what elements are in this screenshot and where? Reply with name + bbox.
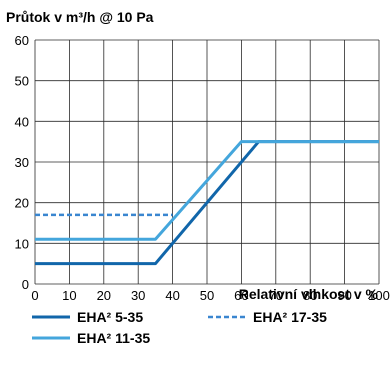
x-tick-label: 20 [97,288,111,303]
chart-title: Průtok v m³/h @ 10 Pa [6,9,154,25]
y-tick-label: 0 [22,277,29,292]
x-tick-label: 40 [165,288,179,303]
y-axis-ticks: 0 10 20 30 40 50 60 [15,33,29,292]
legend-label-2: EHA² 17-35 [253,309,327,325]
y-tick-label: 60 [15,33,29,48]
x-tick-label: 60 [234,288,248,303]
y-tick-label: 10 [15,236,29,251]
legend: EHA² 5-35 EHA² 11-35 EHA² 17-35 [32,309,327,346]
y-tick-label: 40 [15,114,29,129]
x-tick-label: 70 [269,288,283,303]
series-lines [35,140,379,266]
x-tick-label: 80 [303,288,317,303]
y-tick-label: 20 [15,196,29,211]
y-tick-label: 50 [15,74,29,89]
x-tick-label: 0 [31,288,38,303]
x-tick-label: 90 [337,288,351,303]
x-axis-label: Relativní vlhkost v % [239,286,379,302]
x-tick-label: 30 [131,288,145,303]
legend-label-0: EHA² 5-35 [77,309,143,325]
series-line-1 [35,140,379,241]
y-tick-label: 30 [15,155,29,170]
x-tick-label: 10 [62,288,76,303]
x-tick-label: 50 [200,288,214,303]
x-axis-ticks: 0 10 20 30 40 50 60 70 80 90 100 [31,288,389,303]
legend-label-1: EHA² 11-35 [77,330,150,346]
x-tick-label: 100 [368,288,390,303]
grid [34,39,380,285]
